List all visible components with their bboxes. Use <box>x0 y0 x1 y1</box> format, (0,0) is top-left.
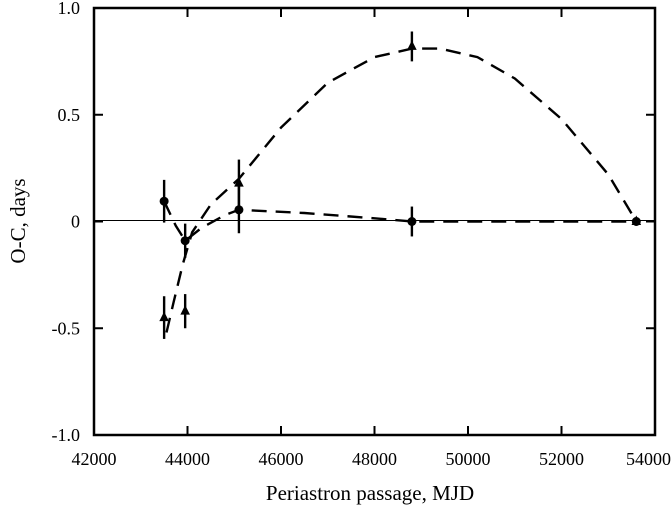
triangle-point <box>631 215 642 225</box>
y-tick-label: 0.5 <box>58 105 81 125</box>
circle-point <box>234 205 244 215</box>
circle-point <box>407 217 417 226</box>
triangle-point <box>407 40 417 50</box>
y-tick-label: 1.0 <box>58 0 81 18</box>
data-markers <box>159 40 642 322</box>
y-tick-labels: -1.0 -0.5 0 0.5 1.0 <box>52 0 81 445</box>
triangle-point <box>159 311 169 322</box>
fit-curve-2 <box>163 200 637 243</box>
fit-curve-1 <box>165 47 638 333</box>
y-tick-label: -0.5 <box>52 318 81 338</box>
x-tick-labels: 42000 44000 46000 48000 50000 52000 54000 <box>72 449 672 469</box>
x-axis-label: Periastron passage, MJD <box>266 481 474 505</box>
error-bars <box>162 31 414 339</box>
x-tick-label: 46000 <box>259 449 304 469</box>
x-tick-label: 44000 <box>165 449 210 469</box>
triangle-point <box>234 177 244 187</box>
y-tick-label: -1.0 <box>52 425 81 445</box>
x-tick-label: 42000 <box>72 449 117 469</box>
plot-frame <box>92 6 657 437</box>
fit-curves <box>163 47 638 333</box>
circle-point <box>180 236 190 246</box>
y-axis-label: O-C, days <box>6 178 30 263</box>
circle-point <box>159 196 169 206</box>
x-tick-label: 48000 <box>352 449 397 469</box>
y-tick-label: 0 <box>71 212 80 232</box>
x-tick-label: 54000 <box>626 449 671 469</box>
triangle-point <box>180 305 190 315</box>
x-tick-label: 52000 <box>539 449 584 469</box>
x-tick-label: 50000 <box>446 449 491 469</box>
